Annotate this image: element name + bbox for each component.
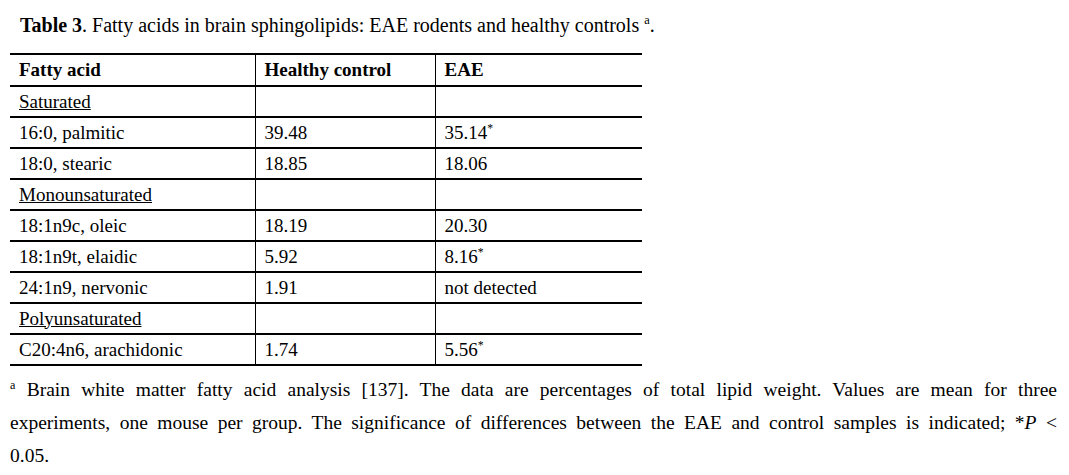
fatty-acid-label: Saturated (19, 91, 91, 112)
eae-cell (435, 179, 642, 210)
footnote-text-2b: < (1046, 412, 1057, 433)
eae-value: 5.56 (445, 339, 478, 360)
fatty-acid-cell: 18:1n9c, oleic (10, 210, 255, 241)
healthy-control-cell: 39.48 (255, 117, 435, 148)
eae-cell (435, 303, 642, 334)
footnote-text-1: Brain white matter fatty acid analysis [… (27, 379, 1057, 400)
table-footnote: a Brain white matter fatty acid analysis… (10, 373, 1057, 472)
fatty-acid-label: 18:0, stearic (19, 153, 112, 174)
healthy-control-cell (255, 303, 435, 334)
fatty-acid-cell: Saturated (10, 86, 255, 117)
healthy-control-cell: 5.92 (255, 241, 435, 272)
header-cell-0: Fatty acid (10, 54, 255, 86)
fatty-acid-cell: Monounsaturated (10, 179, 255, 210)
fatty-acid-table: Fatty acidHealthy controlEAE Saturated 16… (10, 53, 642, 366)
healthy-control-cell: 18.85 (255, 148, 435, 179)
footnote-text-2a: experiments, one mouse per group. The si… (10, 412, 1025, 433)
fatty-acid-label: Polyunsaturated (19, 308, 141, 329)
fatty-acid-label: Monounsaturated (19, 184, 152, 205)
category-row: Monounsaturated (10, 179, 642, 210)
fatty-acid-cell: C20:4n6, arachidonic (10, 334, 255, 365)
footnote-marker: a (10, 378, 15, 392)
fatty-acid-label: 18:1n9t, elaidic (19, 246, 137, 267)
fatty-acid-label: C20:4n6, arachidonic (19, 339, 183, 360)
category-row: Polyunsaturated (10, 303, 642, 334)
healthy-control-cell: 1.91 (255, 272, 435, 303)
header-cell-1: Healthy control (255, 54, 435, 86)
eae-cell: 5.56* (435, 334, 642, 365)
fatty-acid-cell: 18:0, stearic (10, 148, 255, 179)
header-cell-2: EAE (435, 54, 642, 86)
significance-asterisk: * (478, 338, 484, 351)
fatty-acid-label: 16:0, palmitic (19, 122, 125, 143)
fatty-acid-cell: 24:1n9, nervonic (10, 272, 255, 303)
table-row: 18:1n9t, elaidic5.928.16* (10, 241, 642, 272)
eae-value: 18.06 (445, 153, 488, 174)
table-row: 18:0, stearic 18.85 18.06 (10, 148, 642, 179)
eae-cell: 35.14* (435, 117, 642, 148)
table-header-row: Fatty acidHealthy controlEAE (10, 54, 642, 86)
eae-value: 35.14 (445, 122, 488, 143)
significance-asterisk: * (487, 121, 493, 134)
fatty-acid-label: 18:1n9c, oleic (19, 215, 127, 236)
table-row: 24:1n9, nervonic 1.91 not detected (10, 272, 642, 303)
table-row: 18:1n9c, oleic 18.19 20.30 (10, 210, 642, 241)
eae-cell: 20.30 (435, 210, 642, 241)
table-caption: Table 3. Fatty acids in brain sphingolip… (20, 12, 1057, 38)
eae-cell (435, 86, 642, 117)
footnote-text-3: 0.05. (10, 445, 49, 466)
significance-asterisk: * (478, 245, 484, 258)
eae-cell: 8.16* (435, 241, 642, 272)
healthy-control-cell: 1.74 (255, 334, 435, 365)
eae-value: 20.30 (445, 215, 488, 236)
table-row: 16:0, palmitic39.4835.14* (10, 117, 642, 148)
healthy-control-cell: 18.19 (255, 210, 435, 241)
fatty-acid-label: 24:1n9, nervonic (19, 277, 148, 298)
document-page: Table 3. Fatty acids in brain sphingolip… (0, 0, 1069, 475)
fatty-acid-cell: 18:1n9t, elaidic (10, 241, 255, 272)
eae-value: 8.16 (445, 246, 478, 267)
fatty-acid-cell: Polyunsaturated (10, 303, 255, 334)
footnote-p-italic: P (1025, 412, 1037, 433)
footnote-line-1: a Brain white matter fatty acid analysis… (10, 373, 1057, 406)
healthy-control-cell (255, 86, 435, 117)
eae-cell: 18.06 (435, 148, 642, 179)
eae-value: not detected (445, 277, 537, 298)
footnote-line-3: 0.05. (10, 439, 1057, 472)
footnote-line-2: experiments, one mouse per group. The si… (10, 406, 1057, 439)
healthy-control-cell (255, 179, 435, 210)
caption-period: . (650, 14, 655, 36)
fatty-acid-cell: 16:0, palmitic (10, 117, 255, 148)
category-row: Saturated (10, 86, 642, 117)
caption-title-text: . Fatty acids in brain sphingolipids: EA… (82, 14, 644, 36)
caption-table-number: Table 3 (20, 14, 82, 36)
eae-cell: not detected (435, 272, 642, 303)
table-row: C20:4n6, arachidonic1.745.56* (10, 334, 642, 365)
